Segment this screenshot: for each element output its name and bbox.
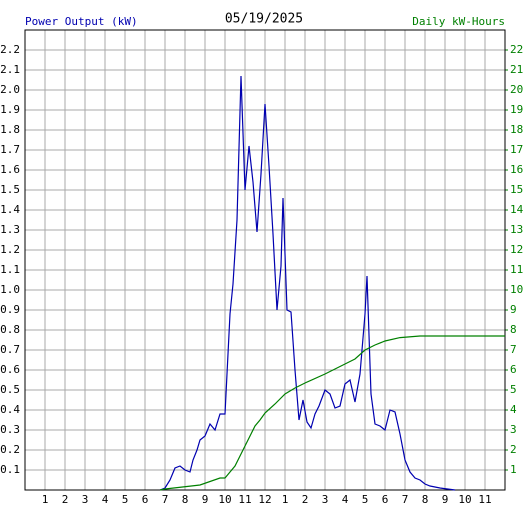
y2-tick-label: 5 xyxy=(510,383,517,396)
x-tick-label: 7 xyxy=(402,493,409,506)
y-tick-label: 0.7 xyxy=(0,343,20,356)
x-tick-label: 8 xyxy=(182,493,189,506)
y2-tick-label: 7 xyxy=(510,343,517,356)
y-tick-label: 1.2 xyxy=(0,243,20,256)
y-tick-label: 1.1 xyxy=(0,263,20,276)
y-tick-label: 1.8 xyxy=(0,123,20,136)
x-tick-label: 12 xyxy=(258,493,271,506)
y2-tick-label: 4 xyxy=(510,403,517,416)
x-tick-label: 7 xyxy=(162,493,169,506)
x-tick-label: 11 xyxy=(478,493,491,506)
y2-tick-label: 1 xyxy=(510,463,517,476)
chart-title: 05/19/2025 xyxy=(225,12,303,27)
y-tick-label: 2.1 xyxy=(0,63,20,76)
y2-tick-label: 6 xyxy=(510,363,517,376)
x-tick-label: 10 xyxy=(218,493,231,506)
x-tick-label: 5 xyxy=(122,493,129,506)
y2-tick-label: 14 xyxy=(510,203,524,216)
x-tick-label: 2 xyxy=(302,493,309,506)
y2-axis-label: Daily kW-Hours xyxy=(412,15,505,28)
y2-tick-label: 18 xyxy=(510,123,523,136)
y-tick-label: 1.7 xyxy=(0,143,20,156)
x-tick-label: 1 xyxy=(42,493,49,506)
x-tick-label: 4 xyxy=(102,493,109,506)
y-tick-label: 0.5 xyxy=(0,383,20,396)
x-tick-label: 8 xyxy=(422,493,429,506)
y2-tick-label: 8 xyxy=(510,323,517,336)
y-tick-label: 1.3 xyxy=(0,223,20,236)
y-tick-label: 0.8 xyxy=(0,323,20,336)
y-tick-label: 1.0 xyxy=(0,283,20,296)
plot-border xyxy=(24,29,506,491)
y-tick-label: 1.5 xyxy=(0,183,20,196)
y-tick-label: 0.2 xyxy=(0,443,20,456)
y-axis-label: Power Output (kW) xyxy=(25,15,138,28)
series-line xyxy=(159,75,456,491)
x-tick-label: 3 xyxy=(322,493,329,506)
y-tick-label: 2.0 xyxy=(0,83,20,96)
x-tick-label: 11 xyxy=(238,493,251,506)
x-tick-label: 10 xyxy=(458,493,471,506)
x-tick-label: 5 xyxy=(362,493,369,506)
y2-tick-label: 3 xyxy=(510,423,517,436)
y2-tick-label: 21 xyxy=(510,63,523,76)
y-tick-label: 0.9 xyxy=(0,303,20,316)
x-tick-label: 6 xyxy=(382,493,389,506)
y2-tick-label: 17 xyxy=(510,143,523,156)
y2-tick-label: 16 xyxy=(510,163,523,176)
y-tick-label: 0.4 xyxy=(0,403,20,416)
y2-tick-label: 12 xyxy=(510,243,523,256)
y-tick-label: 0.3 xyxy=(0,423,20,436)
x-tick-label: 2 xyxy=(62,493,69,506)
y2-tick-label: 10 xyxy=(510,283,523,296)
y-tick-label: 1.4 xyxy=(0,203,20,216)
y2-tick-label: 20 xyxy=(510,83,523,96)
x-tick-label: 9 xyxy=(442,493,449,506)
x-tick-label: 9 xyxy=(202,493,209,506)
series-line xyxy=(159,335,505,491)
y2-tick-label: 11 xyxy=(510,263,523,276)
y2-tick-label: 9 xyxy=(510,303,517,316)
y-tick-label: 0.6 xyxy=(0,363,20,376)
y-tick-label: 1.6 xyxy=(0,163,20,176)
x-tick-label: 1 xyxy=(282,493,289,506)
x-tick-label: 3 xyxy=(82,493,89,506)
x-tick-label: 4 xyxy=(342,493,349,506)
y-tick-label: 2.2 xyxy=(0,43,20,56)
x-tick-label: 6 xyxy=(142,493,149,506)
y2-tick-label: 13 xyxy=(510,223,523,236)
y2-tick-label: 19 xyxy=(510,103,523,116)
y2-tick-label: 15 xyxy=(510,183,523,196)
y2-tick-label: 2 xyxy=(510,443,517,456)
y-tick-label: 1.9 xyxy=(0,103,20,116)
y-tick-label: 0.1 xyxy=(0,463,20,476)
y2-tick-label: 22 xyxy=(510,43,523,56)
